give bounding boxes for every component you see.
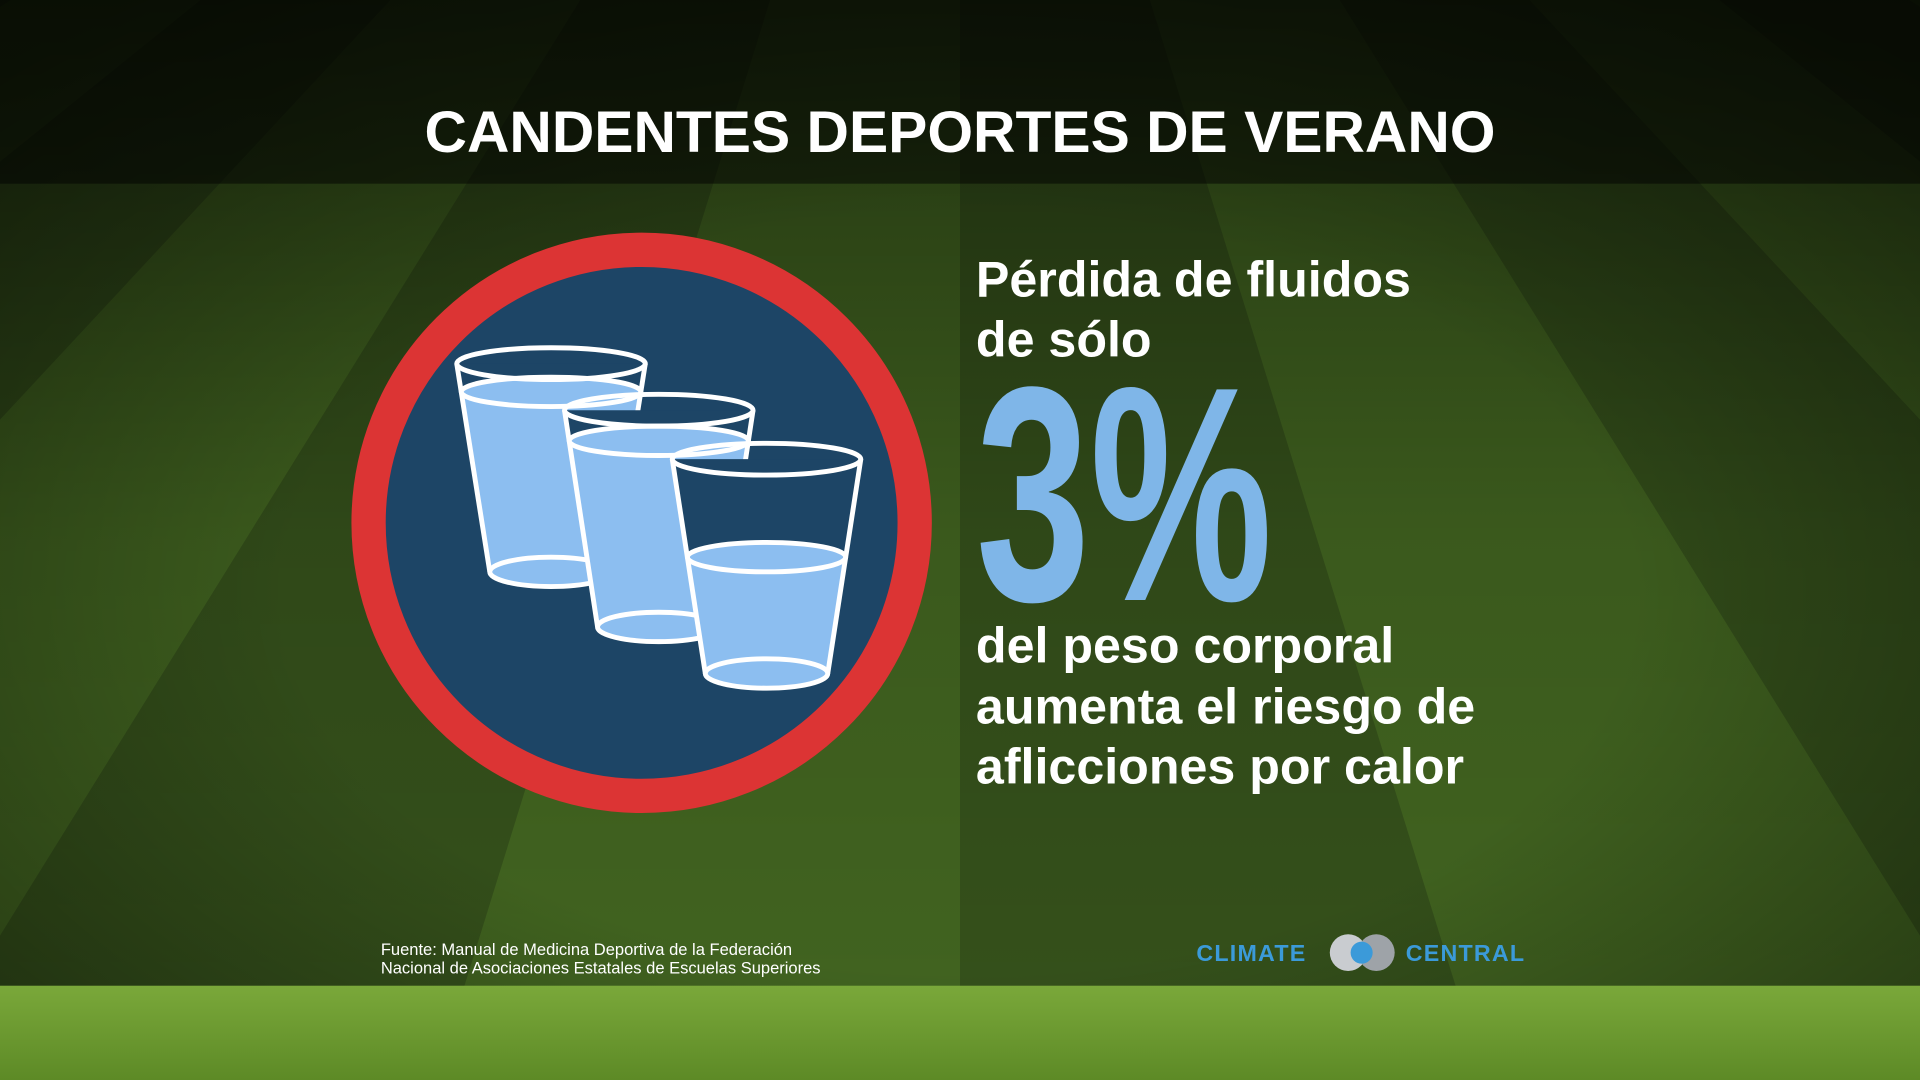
- logo: CLIMATE CENTRAL: [1196, 934, 1526, 972]
- glass-rim: [454, 345, 648, 383]
- glasses: [454, 345, 864, 691]
- source-line: Fuente: Manual de Medicina Deportiva de …: [381, 940, 792, 959]
- water-bottom: [702, 656, 831, 691]
- water-surface: [684, 540, 849, 575]
- glasses-icon: [351, 232, 932, 814]
- figure: 3%: [976, 324, 1272, 666]
- glass-side: [669, 458, 708, 674]
- glass-side: [562, 409, 600, 628]
- logo-word: CLIMATE: [1196, 940, 1306, 966]
- source-line: Nacional de Asociaciones Estatales de Es…: [381, 958, 821, 977]
- logo-center: [1350, 941, 1373, 964]
- water-surface: [566, 423, 751, 458]
- body-line: del peso corporal: [976, 617, 1394, 673]
- glass-side: [454, 363, 493, 573]
- logo-word: CENTRAL: [1406, 940, 1526, 966]
- title-band: [0, 0, 1920, 184]
- title: CANDENTES DEPORTES DE VERANO: [425, 100, 1496, 165]
- glass-rim: [669, 440, 864, 478]
- water: [687, 557, 846, 674]
- glass-side: [825, 458, 864, 674]
- glass-rim: [562, 391, 756, 429]
- body-line: aflicciones por calor: [976, 739, 1464, 795]
- intro-line: de sólo: [976, 311, 1152, 367]
- body-line: aumenta el riesgo de: [976, 679, 1475, 735]
- bottom-band: [0, 985, 1920, 1080]
- intro-line: Pérdida de fluidos: [976, 251, 1411, 307]
